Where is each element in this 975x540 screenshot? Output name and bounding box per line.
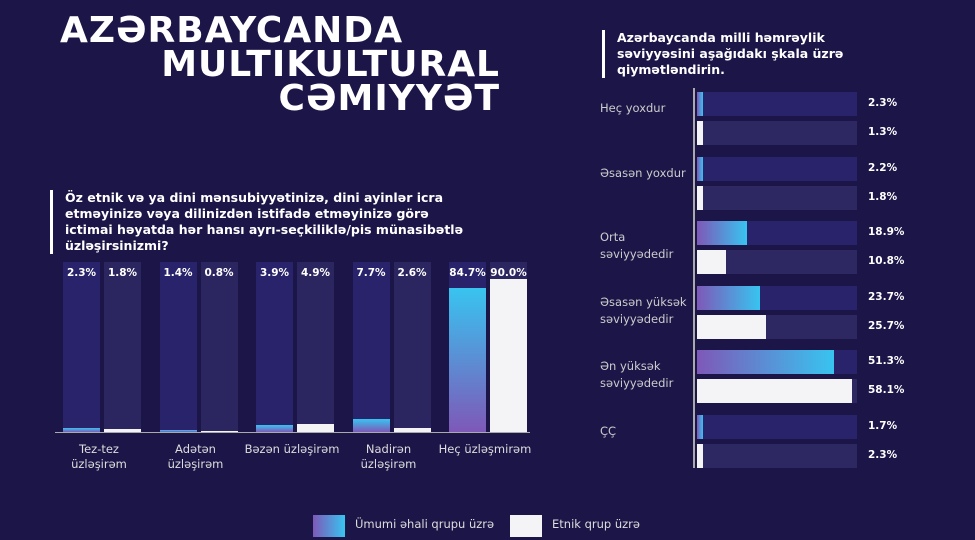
- data-label: 7.7%: [356, 267, 386, 279]
- bar: [697, 379, 852, 403]
- data-label: 1.4%: [163, 267, 193, 279]
- bar: [697, 121, 703, 145]
- bar-track: [200, 262, 238, 432]
- bar-track: [449, 262, 486, 432]
- bar: [104, 428, 141, 432]
- data-label: 58.1%: [868, 384, 905, 396]
- category-label: Əsasən yoxdur: [600, 165, 686, 180]
- bar-track: [297, 262, 334, 432]
- legend-swatch-general: [313, 515, 345, 537]
- bar-track: [104, 262, 141, 432]
- category-label: Orta səviyyədedir: [600, 230, 674, 261]
- data-label: 2.3%: [868, 97, 898, 109]
- bar-track: [697, 443, 857, 468]
- bar: [200, 430, 238, 432]
- data-label: 1.3%: [868, 126, 898, 138]
- data-label: 2.3%: [66, 267, 97, 279]
- bar-track: [63, 262, 100, 432]
- category-label: Bəzən üzləşirəm: [244, 442, 340, 456]
- bar-track: [697, 185, 857, 210]
- data-label: 2.2%: [868, 161, 898, 174]
- data-label: 1.8%: [107, 267, 138, 279]
- bar-track: [697, 379, 857, 403]
- bar-track: [697, 350, 857, 374]
- bar: [697, 314, 766, 339]
- data-label: 1.7%: [868, 419, 898, 432]
- data-label: 23.7%: [868, 290, 905, 303]
- y-axis: [693, 88, 695, 468]
- data-label: 1.8%: [868, 190, 898, 203]
- data-label: 25.7%: [868, 319, 905, 332]
- data-label: 51.3%: [868, 355, 905, 367]
- title-line: CƏMIYYƏT: [278, 78, 500, 119]
- bar-track: [697, 221, 857, 245]
- bar-track: [697, 285, 857, 310]
- bar-track: [697, 156, 857, 181]
- category-label: Adətən üzləşirəm: [167, 442, 224, 471]
- bar-track: [159, 262, 197, 432]
- bar: [697, 156, 703, 181]
- right-chart-question: Azərbaycanda milli həmrəylik səviyyəsini…: [602, 30, 872, 78]
- bar-track: [697, 250, 857, 274]
- bar-track: [393, 262, 431, 432]
- data-label: 10.8%: [868, 255, 905, 267]
- bar: [490, 279, 527, 432]
- data-label: 3.9%: [259, 267, 290, 279]
- category-label: Əsasən yüksək səviyyədedir: [600, 294, 687, 326]
- data-label: 0.8%: [204, 267, 234, 279]
- bar-track: [697, 92, 857, 116]
- data-label: 18.9%: [868, 226, 905, 238]
- title-line: AZƏRBAYCANDA: [60, 10, 404, 51]
- x-axis: [55, 432, 530, 433]
- bar: [697, 250, 726, 274]
- category-label: ÇÇ: [600, 423, 617, 438]
- bar: [449, 288, 486, 432]
- bar: [697, 350, 834, 374]
- category-label: Ən yüksək səviyyədedir: [600, 359, 674, 390]
- bar: [697, 221, 748, 245]
- bar: [697, 414, 703, 439]
- data-label: 2.6%: [397, 267, 427, 279]
- bar: [63, 428, 100, 432]
- category-label: Heç üzləşmirəm: [438, 442, 532, 456]
- bar: [256, 425, 293, 432]
- left-chart-question: Öz etnik və ya dini mənsubiyyətinizə, di…: [50, 190, 470, 254]
- bar: [697, 92, 704, 116]
- title-line: MULTIKULTURAL: [161, 44, 500, 85]
- data-label: 2.3%: [868, 448, 898, 461]
- bar: [697, 185, 703, 210]
- category-label: Heç yoxdur: [600, 101, 666, 115]
- bar-track: [490, 262, 527, 432]
- legend-general: Ümumi əhali qrupu üzrə: [355, 517, 495, 531]
- bar: [697, 443, 704, 468]
- data-label: 90.0%: [490, 267, 527, 279]
- category-label: Tez-tez üzləşirəm: [71, 442, 127, 471]
- bar: [393, 427, 431, 432]
- bar-track: [697, 121, 857, 145]
- data-label: 4.9%: [300, 267, 331, 279]
- bar-track: [697, 314, 857, 339]
- legend-ethnic: Etnik qrup üzrə: [552, 517, 640, 531]
- bar-track: [256, 262, 293, 432]
- page-title: AZƏRBAYCANDA MULTIKULTURAL CƏMIYYƏT: [60, 10, 500, 119]
- bar: [159, 429, 197, 432]
- legend-swatch-ethnic: [510, 515, 542, 537]
- bar: [352, 418, 390, 432]
- data-label: 84.7%: [449, 267, 486, 279]
- bar: [297, 423, 334, 432]
- bar-track: [697, 414, 857, 439]
- bar: [697, 285, 761, 310]
- bar-track: [352, 262, 390, 432]
- category-label: Nadirən üzləşirəm: [360, 442, 417, 471]
